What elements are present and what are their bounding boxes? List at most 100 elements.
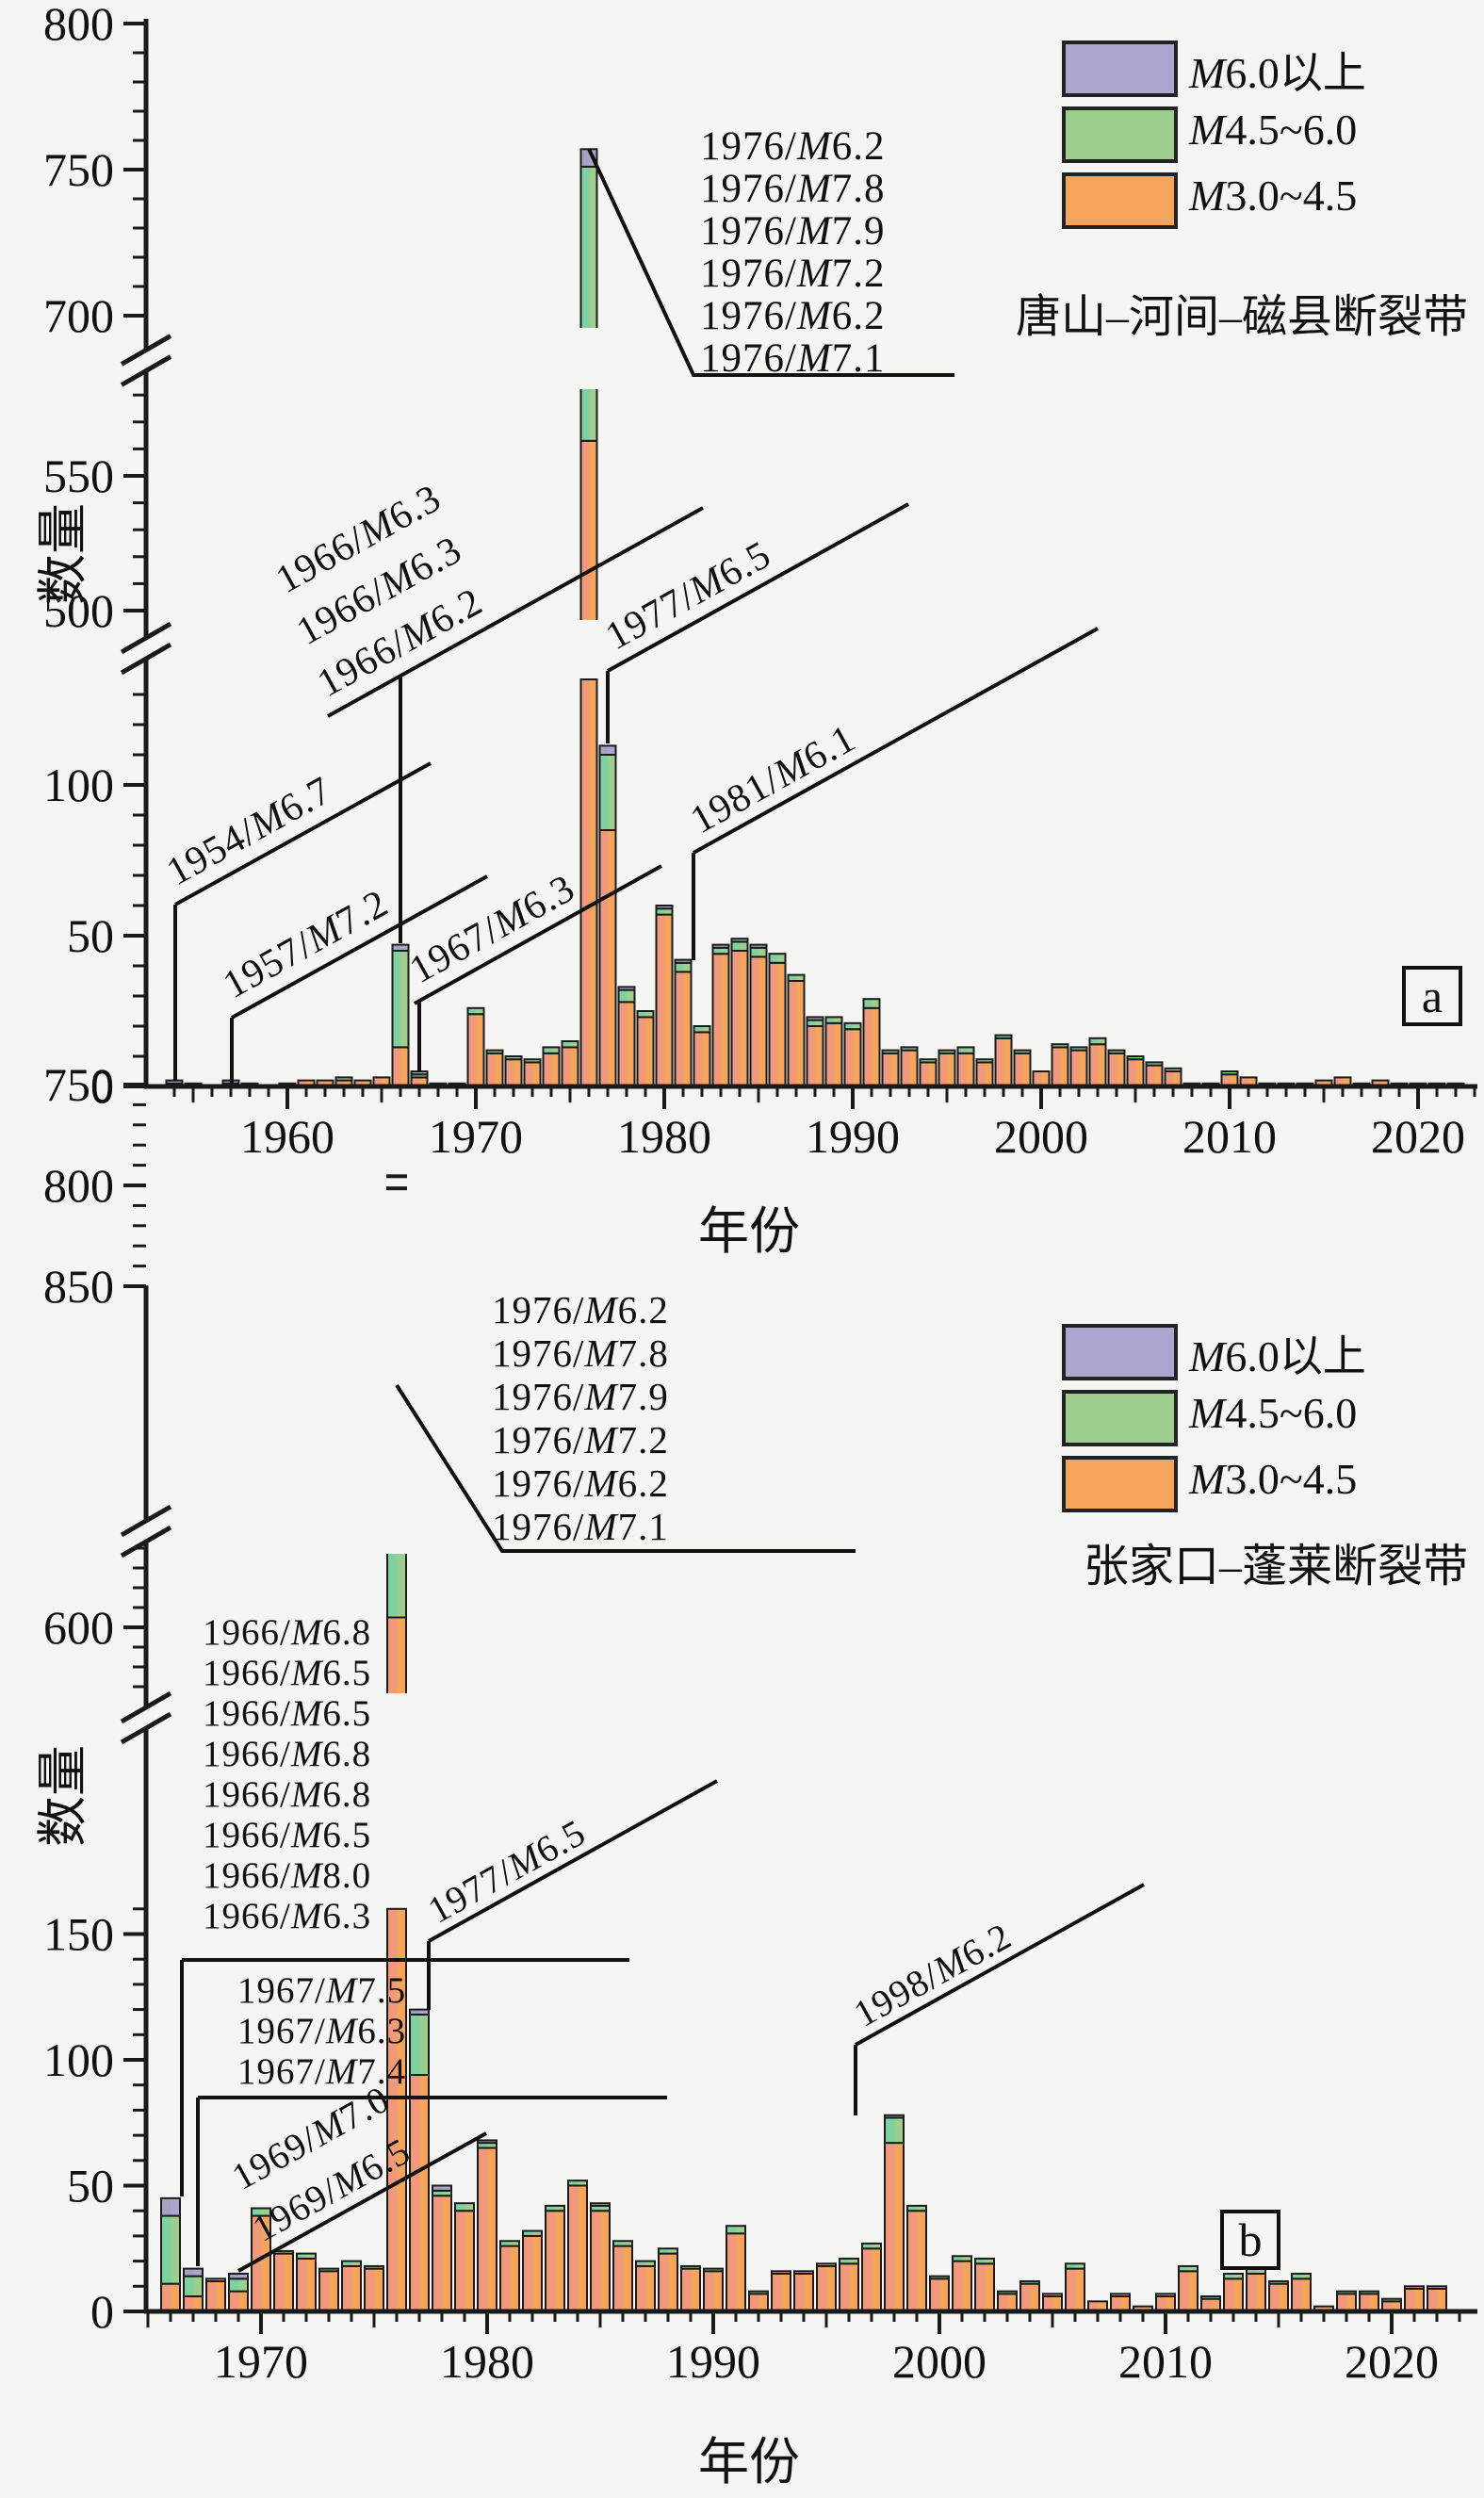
- bar-segment: [598, 754, 617, 831]
- bar-segment: [567, 2184, 588, 2312]
- svg-text:2020: 2020: [1345, 2335, 1439, 2388]
- svg-text:0: 0: [90, 2285, 114, 2338]
- bar-segment: [522, 2229, 543, 2237]
- annotation-1967-list: 1967/M7.4: [237, 2051, 407, 2092]
- bar-segment: [205, 2278, 226, 2282]
- annotation-1966-list: 1966/M6.8: [203, 1734, 372, 1774]
- bar-segment: [1223, 2272, 1244, 2280]
- panel-b-corner-label: b: [1220, 2210, 1280, 2270]
- annotation-1966-list: 1966/M6.5: [203, 1815, 372, 1855]
- svg-text:50: 50: [67, 909, 114, 962]
- bar-segment: [228, 2290, 249, 2312]
- bar-segment: [391, 950, 410, 1049]
- annotation-leader: [587, 148, 954, 377]
- bar-segment: [693, 1031, 711, 1088]
- bar-segment: [994, 1037, 1013, 1088]
- svg-text:550: 550: [43, 449, 114, 502]
- bar-segment: [1404, 2287, 1425, 2312]
- bar-segment: [711, 953, 730, 1088]
- bar-segment: [598, 829, 617, 1087]
- svg-text:800: 800: [43, 0, 114, 50]
- bar-segment: [612, 2240, 633, 2247]
- legend-swatch-m30-45: [1062, 172, 1178, 229]
- svg-text:2020: 2020: [1371, 1110, 1465, 1163]
- bar-segment: [409, 2074, 430, 2313]
- bar-segment: [160, 2282, 181, 2312]
- bar-segment: [466, 1013, 485, 1087]
- bar-segment: [590, 2210, 611, 2312]
- bar-segment: [579, 165, 598, 337]
- svg-text:850: 850: [43, 1260, 114, 1313]
- bar-segment: [542, 1052, 561, 1088]
- legend-label-m30-45: M3.0~4.5: [1189, 171, 1358, 220]
- bar-segment: [1200, 2294, 1221, 2300]
- annotation-1967-list: 1967/M7.5: [237, 1970, 407, 2011]
- svg-text:2000: 2000: [892, 2335, 987, 2388]
- bar-segment: [975, 1058, 994, 1064]
- bar-segment: [658, 2247, 678, 2255]
- bar-segment: [409, 2008, 430, 2016]
- svg-text:750: 750: [43, 143, 114, 196]
- bar-segment: [806, 1016, 824, 1021]
- bar-segment: [862, 998, 881, 1009]
- bar-segment: [635, 2264, 656, 2312]
- bar-segment: [938, 1052, 956, 1088]
- legend-label-m45-60: M4.5~6.0: [1189, 1389, 1358, 1437]
- bar-segment: [952, 2255, 972, 2262]
- bar-segment: [1065, 2262, 1085, 2270]
- annotation-leader: [327, 506, 704, 718]
- bar-segment: [1069, 1046, 1088, 1052]
- bar-segment: [617, 986, 636, 991]
- bar-segment: [561, 1046, 579, 1088]
- bar-segment: [523, 1058, 542, 1064]
- svg-text:2010: 2010: [1118, 2335, 1213, 2388]
- annotation-1966-list: 1966/M6.8: [203, 1774, 372, 1815]
- legend-swatch-m45-60: [1062, 1390, 1178, 1446]
- bar-segment: [1246, 2272, 1266, 2312]
- svg-text:600: 600: [43, 1601, 114, 1654]
- svg-text:2010: 2010: [1182, 1110, 1277, 1163]
- bar-segment: [160, 2214, 181, 2285]
- bar-segment: [617, 1001, 636, 1088]
- bar-segment: [617, 988, 636, 1004]
- bar-segment: [824, 1021, 843, 1088]
- bar-segment: [1268, 2282, 1289, 2312]
- bar-segment: [579, 439, 598, 639]
- svg-text:1980: 1980: [440, 2335, 534, 2388]
- bar-segment: [364, 2267, 384, 2313]
- bar-segment: [730, 940, 749, 953]
- bar-segment: [636, 1010, 655, 1019]
- bar-segment: [975, 1061, 994, 1088]
- bar-segment: [711, 943, 730, 949]
- bar-segment: [793, 2272, 814, 2312]
- panel-a-x-axis-label: 年份: [698, 1203, 800, 1260]
- bar-segment: [1381, 2297, 1402, 2303]
- bar-segment: [1359, 2293, 1379, 2313]
- annotation-1976-list: 1976/M6.2: [700, 294, 886, 338]
- annotation-1966-list: 1966/M8.0: [203, 1855, 372, 1896]
- bar-segment: [1164, 1067, 1182, 1073]
- panel-a-title: 唐山–河间–磁县断裂带: [1015, 292, 1468, 342]
- bar-segment: [1126, 1055, 1145, 1061]
- bar-segment: [477, 2147, 497, 2312]
- legend-swatch-m30-45: [1062, 1456, 1178, 1512]
- svg-text:2000: 2000: [994, 1110, 1088, 1163]
- panel-b-x-axis-label: 年份: [698, 2434, 800, 2490]
- annotation-1966-list: 1966/M6.5: [203, 1653, 372, 1693]
- bar-segment: [952, 2260, 972, 2313]
- bar-segment: [861, 2247, 882, 2312]
- bar-segment: [409, 2013, 430, 2077]
- bar-segment: [655, 913, 674, 1087]
- bar-segment: [919, 1061, 938, 1088]
- bar-segment: [1427, 2285, 1447, 2290]
- bar-segment: [273, 2252, 294, 2313]
- bar-segment: [900, 1049, 919, 1087]
- bar-segment: [251, 2207, 271, 2217]
- bar-segment: [183, 2267, 204, 2278]
- svg-text:1990: 1990: [666, 2335, 760, 2388]
- bar-segment: [1042, 2293, 1063, 2297]
- annotation-1976-list: 1976/M7.8: [492, 1331, 669, 1375]
- bar-segment: [906, 2210, 927, 2312]
